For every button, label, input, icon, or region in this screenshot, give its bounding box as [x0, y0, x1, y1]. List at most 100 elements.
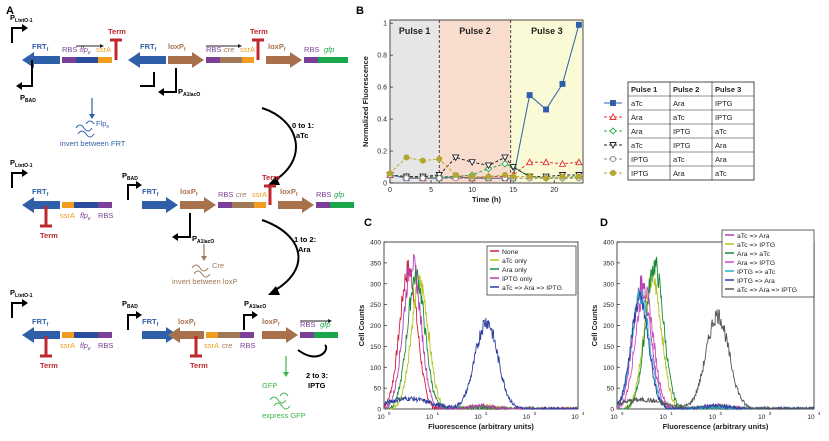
ssra-block [242, 57, 254, 63]
svg-text:FRTf: FRTf [142, 317, 159, 328]
legend-box [721, 229, 815, 298]
promoter-arrow-icon [20, 60, 33, 87]
terminator-icon [110, 38, 122, 60]
svg-text:RBS: RBS [98, 211, 113, 220]
series-point [609, 127, 617, 135]
gfp-protein-icon [269, 392, 291, 410]
y-tick-label: 250 [370, 302, 381, 309]
x-tick-exponent: 2 [720, 411, 723, 416]
rbs-block [304, 57, 318, 63]
y-tick-label: 200 [370, 323, 381, 330]
gfp-protein-label: GFP [262, 381, 277, 390]
svg-text:ssrA: ssrA [204, 341, 219, 350]
svg-text:Term: Term [40, 361, 58, 370]
y-tick-label: 50 [607, 386, 615, 393]
y-tick-label: 0.8 [377, 53, 387, 60]
rbs-block [62, 57, 76, 63]
terminator-icon [40, 206, 52, 228]
legend-entry: aTc => Ara [737, 233, 770, 240]
series-point [575, 21, 582, 28]
rbs-label: RBS [304, 45, 319, 54]
invert-loxp-label: invert between loxP [172, 277, 237, 286]
series-point [525, 158, 534, 166]
series-point [558, 159, 567, 167]
svg-text:PBAD: PBAD [122, 299, 138, 310]
series-point [526, 173, 533, 180]
y-tick-label: 150 [370, 344, 381, 351]
promoter-arrow-icon [140, 72, 155, 87]
table-cell: IPTG [673, 141, 691, 150]
frt-site-arrow-icon [22, 52, 60, 68]
x-tick-label: 10 [660, 414, 668, 421]
svg-text:Term: Term [190, 361, 208, 370]
series-point [469, 173, 476, 180]
series-point [575, 158, 583, 166]
x-tick-label: 5 [429, 187, 433, 194]
series-point [419, 175, 426, 182]
series-point [510, 173, 517, 180]
frt-site-arrow-icon [22, 197, 60, 213]
table-cell: IPTG [673, 127, 691, 136]
step3-label: 2 to 3: [306, 371, 328, 380]
svg-text:loxPf: loxPf [268, 42, 286, 53]
region-label: Pulse 1 [399, 26, 431, 36]
series-point [403, 175, 410, 182]
x-tick-label: 0 [388, 187, 392, 194]
construct-state-1: PLtetO-1 FRTf ssrA flpe RBS Term FRTf PB… [10, 158, 354, 286]
series-point [386, 170, 394, 177]
pulse-region [439, 20, 511, 183]
svg-text:FRTf: FRTf [142, 187, 159, 198]
x-tick-exponent: 3 [534, 411, 537, 416]
svg-text:loxPf: loxPf [280, 187, 298, 198]
x-tick-label: 10 [523, 414, 531, 421]
svg-text:PA1lacO: PA1lacO [244, 299, 266, 310]
legend-box [486, 245, 577, 296]
table-cell: Ara [673, 169, 686, 178]
svg-text:flpe: flpe [80, 45, 91, 56]
flpe-block [76, 57, 98, 63]
legend-entry: aTc => Ara => IPTG [737, 287, 797, 294]
x-tick-label: 20 [550, 187, 558, 194]
y-tick-label: 250 [603, 302, 614, 309]
cre-label: cre [224, 45, 234, 54]
svg-text:PLtetO-1: PLtetO-1 [10, 288, 33, 299]
x-tick-exponent: 3 [769, 411, 772, 416]
y-tick-label: 100 [603, 365, 614, 372]
table-cell: IPTG [631, 155, 649, 164]
table-cell: aTc [631, 141, 643, 150]
svg-text:flpe: flpe [80, 211, 91, 222]
x-tick-label: 10 [377, 414, 385, 421]
ssra-label: ssrA [240, 45, 255, 54]
series-point [575, 173, 582, 180]
panel-label-a: A [6, 5, 14, 17]
table-cell: IPTG [715, 113, 733, 122]
svg-text:ssrA: ssrA [60, 341, 75, 350]
table-cell: aTc [631, 99, 643, 108]
pulse-region [390, 20, 440, 183]
svg-text:FRTf: FRTf [32, 317, 49, 328]
series-point [436, 155, 443, 163]
series-point [501, 160, 509, 168]
y-axis-label: Cell Counts [590, 305, 599, 347]
legend-entry: IPTG => Ara [737, 278, 775, 285]
gfp-label: gfp [324, 45, 334, 54]
legend-entry: Ara => aTc [737, 251, 770, 258]
table-cell: aTc [673, 113, 685, 122]
histogram-series-5 [383, 317, 579, 411]
svg-text:PA1lacO: PA1lacO [192, 234, 214, 245]
series-point [542, 158, 550, 166]
y-tick-label: 100 [370, 365, 381, 372]
y-tick-label: 0.6 [377, 85, 387, 92]
legend-entry: aTc => IPTG [737, 242, 775, 249]
loxp-site-arrow-icon [168, 52, 204, 68]
svg-text:ssrA: ssrA [60, 211, 75, 220]
panel-label-d: D [600, 217, 608, 229]
step1-inducer: aTc [296, 131, 308, 140]
series-point [451, 154, 460, 162]
x-axis-label: Fluorescence (arbitrary units) [428, 422, 534, 431]
plot-frame [389, 19, 584, 184]
terminator-icon [252, 38, 264, 60]
legend-entry: Ara => IPTG [737, 260, 775, 267]
series-point [609, 169, 617, 177]
series-point [509, 164, 517, 171]
